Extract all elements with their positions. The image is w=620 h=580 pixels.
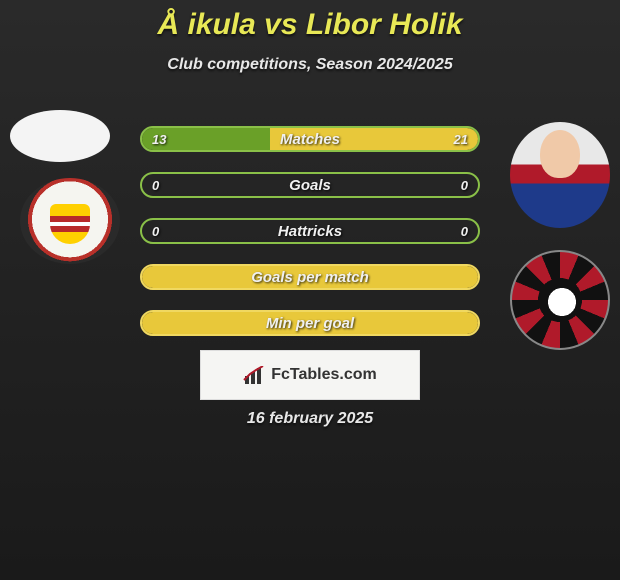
stat-value-left: 13	[152, 132, 166, 147]
stat-value-left: 0	[152, 224, 159, 239]
stat-label: Min per goal	[266, 315, 354, 332]
stat-row: 0 Goals 0	[140, 172, 480, 198]
stat-row: Goals per match	[140, 264, 480, 290]
club-logo-left	[20, 178, 120, 264]
player-photo-right	[510, 122, 610, 228]
comparison-subtitle: Club competitions, Season 2024/2025	[0, 56, 620, 74]
stat-label: Matches	[280, 131, 340, 148]
stat-value-left: 0	[152, 178, 159, 193]
watermark-badge: FcTables.com	[200, 350, 420, 400]
stat-value-right: 0	[461, 178, 468, 193]
stat-label: Goals per match	[251, 269, 369, 286]
bar-chart-icon	[243, 366, 267, 384]
comparison-date: 16 february 2025	[0, 410, 620, 428]
stat-value-right: 21	[454, 132, 468, 147]
stat-row: Min per goal	[140, 310, 480, 336]
stat-row: 0 Hattricks 0	[140, 218, 480, 244]
stat-value-right: 0	[461, 224, 468, 239]
watermark-text: FcTables.com	[271, 366, 377, 384]
stat-row: 13 Matches 21	[140, 126, 480, 152]
stat-label: Hattricks	[278, 223, 342, 240]
club-logo-right	[510, 250, 610, 350]
stat-label: Goals	[289, 177, 331, 194]
comparison-title: Å ikula vs Libor Holik	[0, 0, 620, 42]
stats-block: 13 Matches 21 0 Goals 0 0 Hattricks 0 Goals per m…	[140, 126, 480, 336]
player-photo-left	[10, 110, 110, 162]
